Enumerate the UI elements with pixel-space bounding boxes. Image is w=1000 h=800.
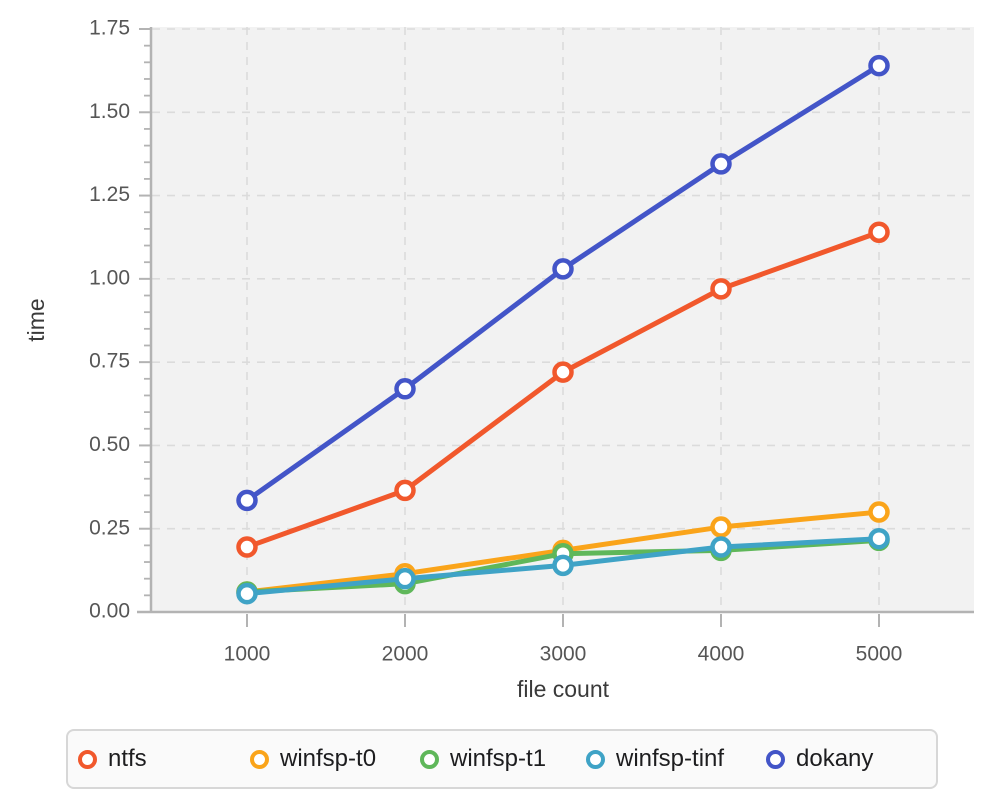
legend-label: dokany xyxy=(796,745,874,772)
data-point-ntfs xyxy=(552,361,574,383)
data-point-winfsp-tinf xyxy=(868,527,890,550)
data-point-dokany xyxy=(710,153,732,175)
line-chart: 0.00 0.25 0.50 0.75 1.00 1.25 1.50 1.75 1000 2000… xyxy=(23,17,974,702)
data-point-dokany xyxy=(236,489,258,512)
x-tick-label: 3000 xyxy=(540,643,587,666)
x-tick-label: 5000 xyxy=(856,643,903,666)
data-point-ntfs xyxy=(868,221,890,243)
data-point-dokany xyxy=(394,378,416,400)
y-axis-label: time xyxy=(23,298,49,341)
legend-item-winfsp-tinf: winfsp-tinf xyxy=(586,731,724,787)
data-point-winfsp-tinf xyxy=(236,582,258,605)
legend-label: winfsp-t0 xyxy=(280,745,377,772)
x-tick-label: 2000 xyxy=(382,643,429,666)
data-point-winfsp-t0 xyxy=(710,516,732,538)
y-tick-label: 0.00 xyxy=(89,600,130,623)
x-tick-label: 1000 xyxy=(224,643,271,666)
legend: ntfs winfsp-t0 winfsp-t1 winfsp-tinf dokany xyxy=(66,729,938,789)
data-point-ntfs xyxy=(710,278,732,300)
legend-label: winfsp-t1 xyxy=(450,745,547,772)
legend-label: winfsp-tinf xyxy=(616,745,725,772)
data-point-ntfs xyxy=(236,536,258,558)
y-tick-label: 0.25 xyxy=(89,516,130,539)
data-point-dokany xyxy=(868,54,890,77)
legend-item-winfsp-t1: winfsp-t1 xyxy=(420,731,546,787)
y-tick-label: 0.75 xyxy=(89,350,130,373)
x-tick-label: 4000 xyxy=(698,643,745,666)
data-point-winfsp-tinf xyxy=(710,536,732,558)
legend-item-ntfs: ntfs xyxy=(78,731,147,787)
legend-marker-icon xyxy=(766,749,785,769)
data-point-ntfs xyxy=(394,479,416,502)
y-tick-label: 1.50 xyxy=(89,100,130,123)
y-tick-label: 1.25 xyxy=(89,183,130,206)
legend-marker-icon xyxy=(420,749,439,769)
legend-item-dokany: dokany xyxy=(766,731,873,787)
data-point-dokany xyxy=(552,258,574,280)
y-tick-label: 1.75 xyxy=(89,17,130,40)
legend-marker-icon xyxy=(78,749,97,769)
data-point-winfsp-tinf xyxy=(552,554,574,577)
legend-marker-icon xyxy=(586,749,605,769)
legend-item-winfsp-t0: winfsp-t0 xyxy=(250,731,376,787)
legend-label: ntfs xyxy=(108,745,147,772)
y-tick-label: 1.00 xyxy=(89,266,130,289)
data-point-winfsp-tinf xyxy=(394,567,416,590)
x-axis-label: file count xyxy=(517,676,610,702)
data-point-winfsp-t0 xyxy=(868,501,890,523)
y-tick-label: 0.50 xyxy=(89,433,130,456)
legend-marker-icon xyxy=(250,749,269,769)
